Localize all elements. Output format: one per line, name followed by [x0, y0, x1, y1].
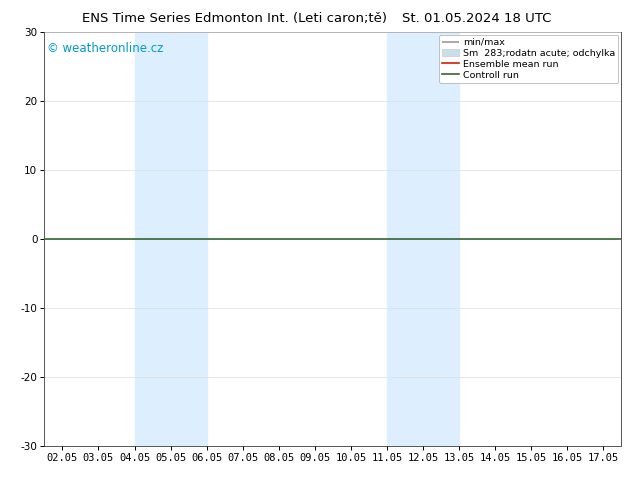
Text: ENS Time Series Edmonton Int. (Leti caron;tě): ENS Time Series Edmonton Int. (Leti caro… — [82, 12, 387, 25]
Bar — [387, 32, 459, 446]
Legend: min/max, Sm  283;rodatn acute; odchylka, Ensemble mean run, Controll run: min/max, Sm 283;rodatn acute; odchylka, … — [439, 35, 619, 83]
Bar — [134, 32, 207, 446]
Text: © weatheronline.cz: © weatheronline.cz — [48, 42, 164, 55]
Text: St. 01.05.2024 18 UTC: St. 01.05.2024 18 UTC — [402, 12, 552, 25]
